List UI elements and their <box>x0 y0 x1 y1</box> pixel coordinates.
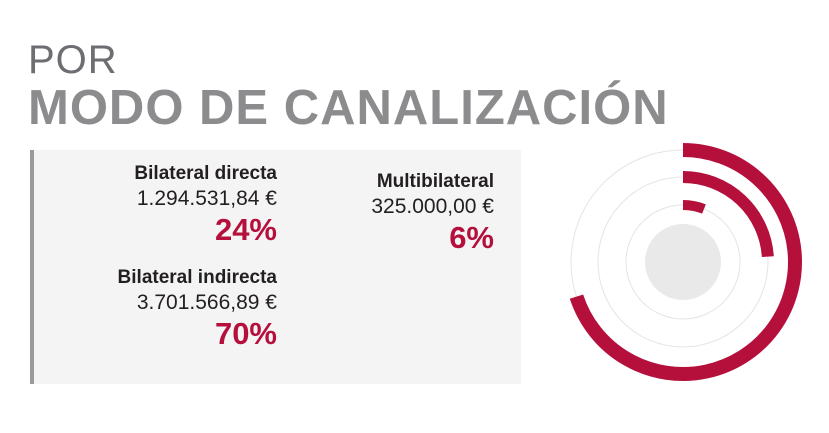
page-title: MODO DE CANALIZACIÓN <box>28 81 669 135</box>
entry-amount: 325.000,00 € <box>371 195 494 218</box>
entry-percent: 70% <box>214 316 277 351</box>
arc-bilateral-directa <box>682 171 774 258</box>
entry-label: Bilateral directa <box>134 163 277 184</box>
entry-amount: 1.294.531,84 € <box>136 187 277 210</box>
entry-amount: 3.701.566,89 € <box>136 291 277 314</box>
chart-center-disc <box>645 224 721 300</box>
data-panel: Bilateral directa 1.294.531,84 € 24% Bil… <box>30 150 521 384</box>
entry-multibilateral: Multibilateral 325.000,00 € 6% <box>371 170 494 256</box>
entry-percent: 6% <box>449 220 494 255</box>
entry-bilateral-directa: Bilateral directa 1.294.531,84 € 24% <box>134 162 277 248</box>
entry-bilateral-indirecta: Bilateral indirecta 3.701.566,89 € 70% <box>118 266 277 352</box>
chart-arcs <box>569 143 802 381</box>
entry-percent: 24% <box>214 212 277 247</box>
arc-multibilateral <box>682 200 706 214</box>
entry-label: Multibilateral <box>376 171 494 192</box>
arc-bilateral-indirecta <box>569 143 802 381</box>
radial-bar-chart <box>569 143 802 381</box>
entry-label: Bilateral indirecta <box>117 267 277 288</box>
title-prefix: POR <box>28 38 118 82</box>
